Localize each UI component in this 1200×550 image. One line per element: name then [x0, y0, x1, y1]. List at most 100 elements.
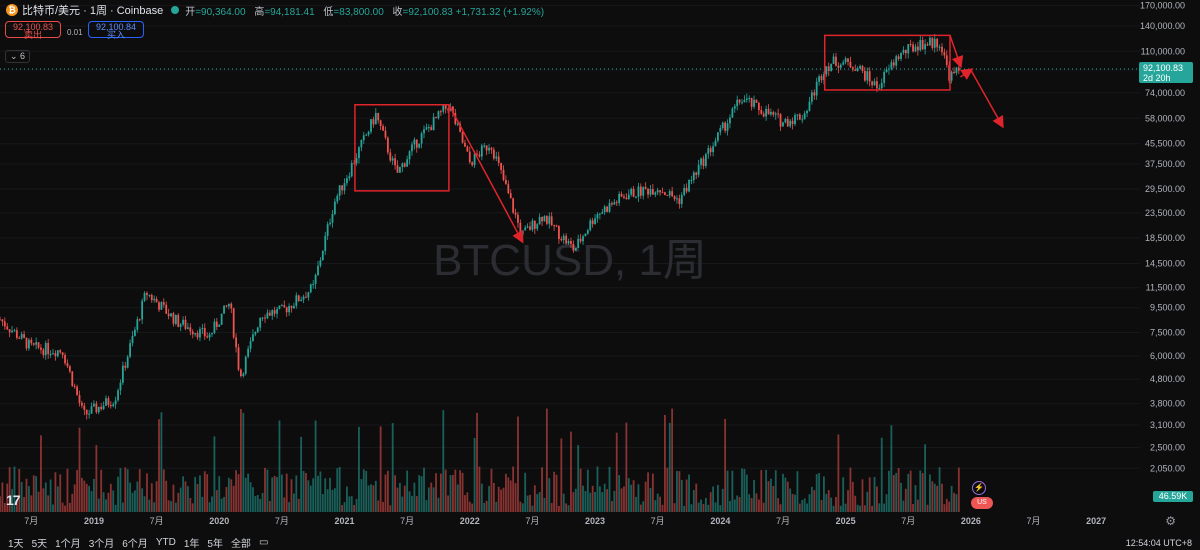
volume-bar [401, 496, 404, 512]
volume-bar [798, 503, 801, 512]
candle-body [326, 224, 329, 236]
candle-body [399, 167, 401, 173]
candle-body [863, 70, 866, 81]
price-tick-label: 110,000.00 [1141, 46, 1185, 56]
indicators-toggle[interactable]: ⌄ 6 [5, 50, 31, 63]
timeframe-5d[interactable]: 5天 [31, 539, 48, 550]
volume-bar [565, 503, 568, 512]
candle-body [201, 328, 204, 330]
candle-body [757, 102, 760, 111]
candle-body [844, 58, 847, 63]
volume-bar [35, 476, 38, 512]
symbol-header[interactable]: ₿ 比特币/美元 · 1周 · Coinbase 开=90,364.00 高=9… [0, 0, 550, 20]
candle-body [538, 216, 541, 225]
us-flag-icon[interactable]: US [971, 497, 993, 509]
volume-bar [83, 480, 86, 512]
volume-bar [71, 493, 74, 512]
volume-bar [907, 473, 910, 512]
candle-body [464, 142, 466, 147]
candle-body [0, 319, 1, 321]
volume-bar [52, 504, 54, 512]
symbol-title[interactable]: 比特币/美元 · 1周 · Coinbase [22, 5, 164, 17]
candle-body [654, 192, 657, 195]
buy-button[interactable]: 92,100.84 买入 [88, 21, 144, 40]
timeframe-all[interactable]: 全部 [230, 539, 251, 550]
candle-body [37, 342, 40, 348]
volume-bar [158, 419, 160, 512]
candle-body [492, 149, 495, 159]
timeframe-6m[interactable]: 6个月 [122, 539, 148, 550]
volume-bar [717, 484, 719, 512]
volume-bar [278, 420, 281, 512]
candle-body [786, 119, 789, 127]
candle-body [78, 395, 81, 403]
volume-bar [40, 435, 42, 512]
candle-body [714, 140, 717, 147]
volume-bar [762, 502, 765, 512]
volume-bar [179, 487, 182, 512]
volume-bar [268, 501, 271, 512]
volume-bar [945, 498, 948, 512]
candle-body [182, 319, 184, 325]
candle-body [909, 44, 912, 46]
volume-bar [341, 505, 343, 512]
time-tick-label: 2021 [334, 516, 354, 526]
volume-bar [654, 500, 657, 512]
candle-body [724, 122, 727, 131]
annotation-arrow [949, 35, 964, 69]
volume-bar [505, 473, 507, 512]
candle-body [391, 158, 394, 161]
sell-button[interactable]: 92,100.83 卖出 [5, 21, 61, 40]
timeframe-1m[interactable]: 1个月 [55, 539, 81, 550]
volume-bar [76, 470, 78, 512]
candle-body [782, 122, 784, 127]
candle-body [907, 44, 910, 54]
calendar-icon[interactable]: ▭ [258, 537, 269, 548]
volume-bar [953, 492, 955, 512]
chart-watermark: BTCUSD, 1周 [433, 236, 707, 285]
candle-body [502, 169, 505, 180]
candle-body [386, 137, 389, 153]
candle-body [114, 400, 117, 405]
volume-bar [512, 466, 515, 512]
timeframe-1y[interactable]: 1年 [183, 539, 200, 550]
candle-body [526, 226, 529, 228]
candle-body [11, 330, 13, 333]
volume-bar [755, 493, 758, 512]
volume-bar [121, 502, 124, 512]
volume-bar [199, 475, 201, 512]
volume-bar [170, 501, 172, 512]
volume-bar [394, 475, 396, 512]
timeframe-1d[interactable]: 1天 [8, 539, 24, 550]
volume-bar [671, 408, 674, 512]
volume-bar [165, 480, 168, 512]
candle-body [876, 81, 878, 89]
candle-body [803, 113, 806, 120]
volume-bar [847, 490, 849, 512]
candle-body [623, 196, 625, 198]
candle-body [121, 365, 124, 383]
candle-body [553, 225, 555, 227]
candle-body [707, 148, 710, 154]
flash-icon[interactable]: ⚡ [972, 481, 986, 495]
volume-bar [753, 480, 755, 512]
candle-body [252, 334, 254, 342]
volume-bar [23, 497, 25, 512]
volume-bar [683, 505, 686, 512]
clock[interactable]: 12:54:04 UTC+8 [1125, 538, 1192, 548]
timeframe-5y[interactable]: 5年 [207, 539, 223, 550]
timeframe-ytd[interactable]: YTD [155, 537, 176, 548]
volume-bar [664, 414, 666, 512]
candle-body [618, 193, 621, 203]
volume-bar [468, 501, 471, 512]
tradingview-logo[interactable]: 17 [6, 492, 21, 508]
timeframe-3m[interactable]: 3个月 [88, 539, 115, 550]
volume-bar [678, 471, 681, 512]
candle-body [374, 112, 377, 125]
candle-body [333, 201, 336, 215]
time-axis: 7月 2019 7月 2020 7月 2021 7月 2022 7月 2023 7月 2024 7月 20… [24, 516, 1106, 526]
volume-bar [28, 486, 30, 512]
gear-icon[interactable]: ⚙ [1165, 514, 1176, 528]
volume-bar [827, 490, 830, 512]
